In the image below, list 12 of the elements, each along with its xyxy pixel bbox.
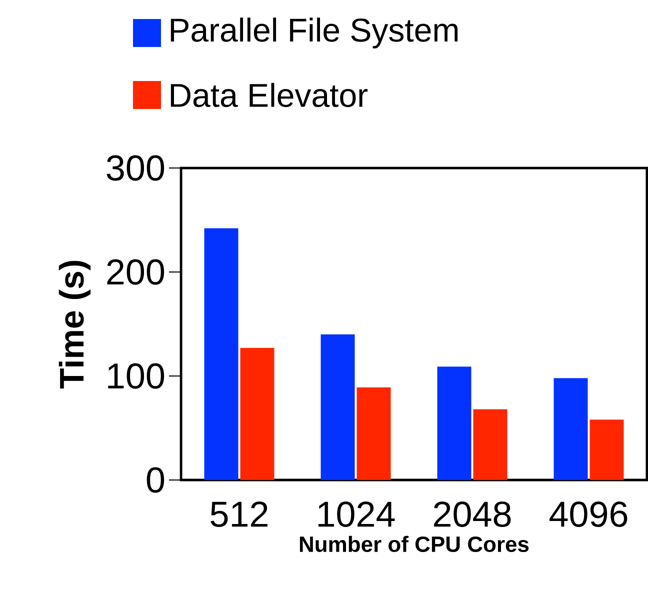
y-tick-label: 0 xyxy=(146,467,164,493)
y-tick-label: 300 xyxy=(106,155,164,181)
x-tick-label: 1024 xyxy=(318,502,395,528)
x-axis-title: Number of CPU Cores xyxy=(300,536,529,552)
legend-label: Data Elevator xyxy=(170,82,368,108)
legend-label: Parallel File System xyxy=(170,18,458,48)
x-tick-label: 4096 xyxy=(550,502,628,528)
y-tick-label: 200 xyxy=(107,259,164,285)
y-axis-title: Time (s) xyxy=(58,260,91,388)
y-tick-label: 100 xyxy=(108,363,164,389)
x-tick-label: 512 xyxy=(210,502,268,528)
x-tick-label: 2048 xyxy=(434,502,511,528)
